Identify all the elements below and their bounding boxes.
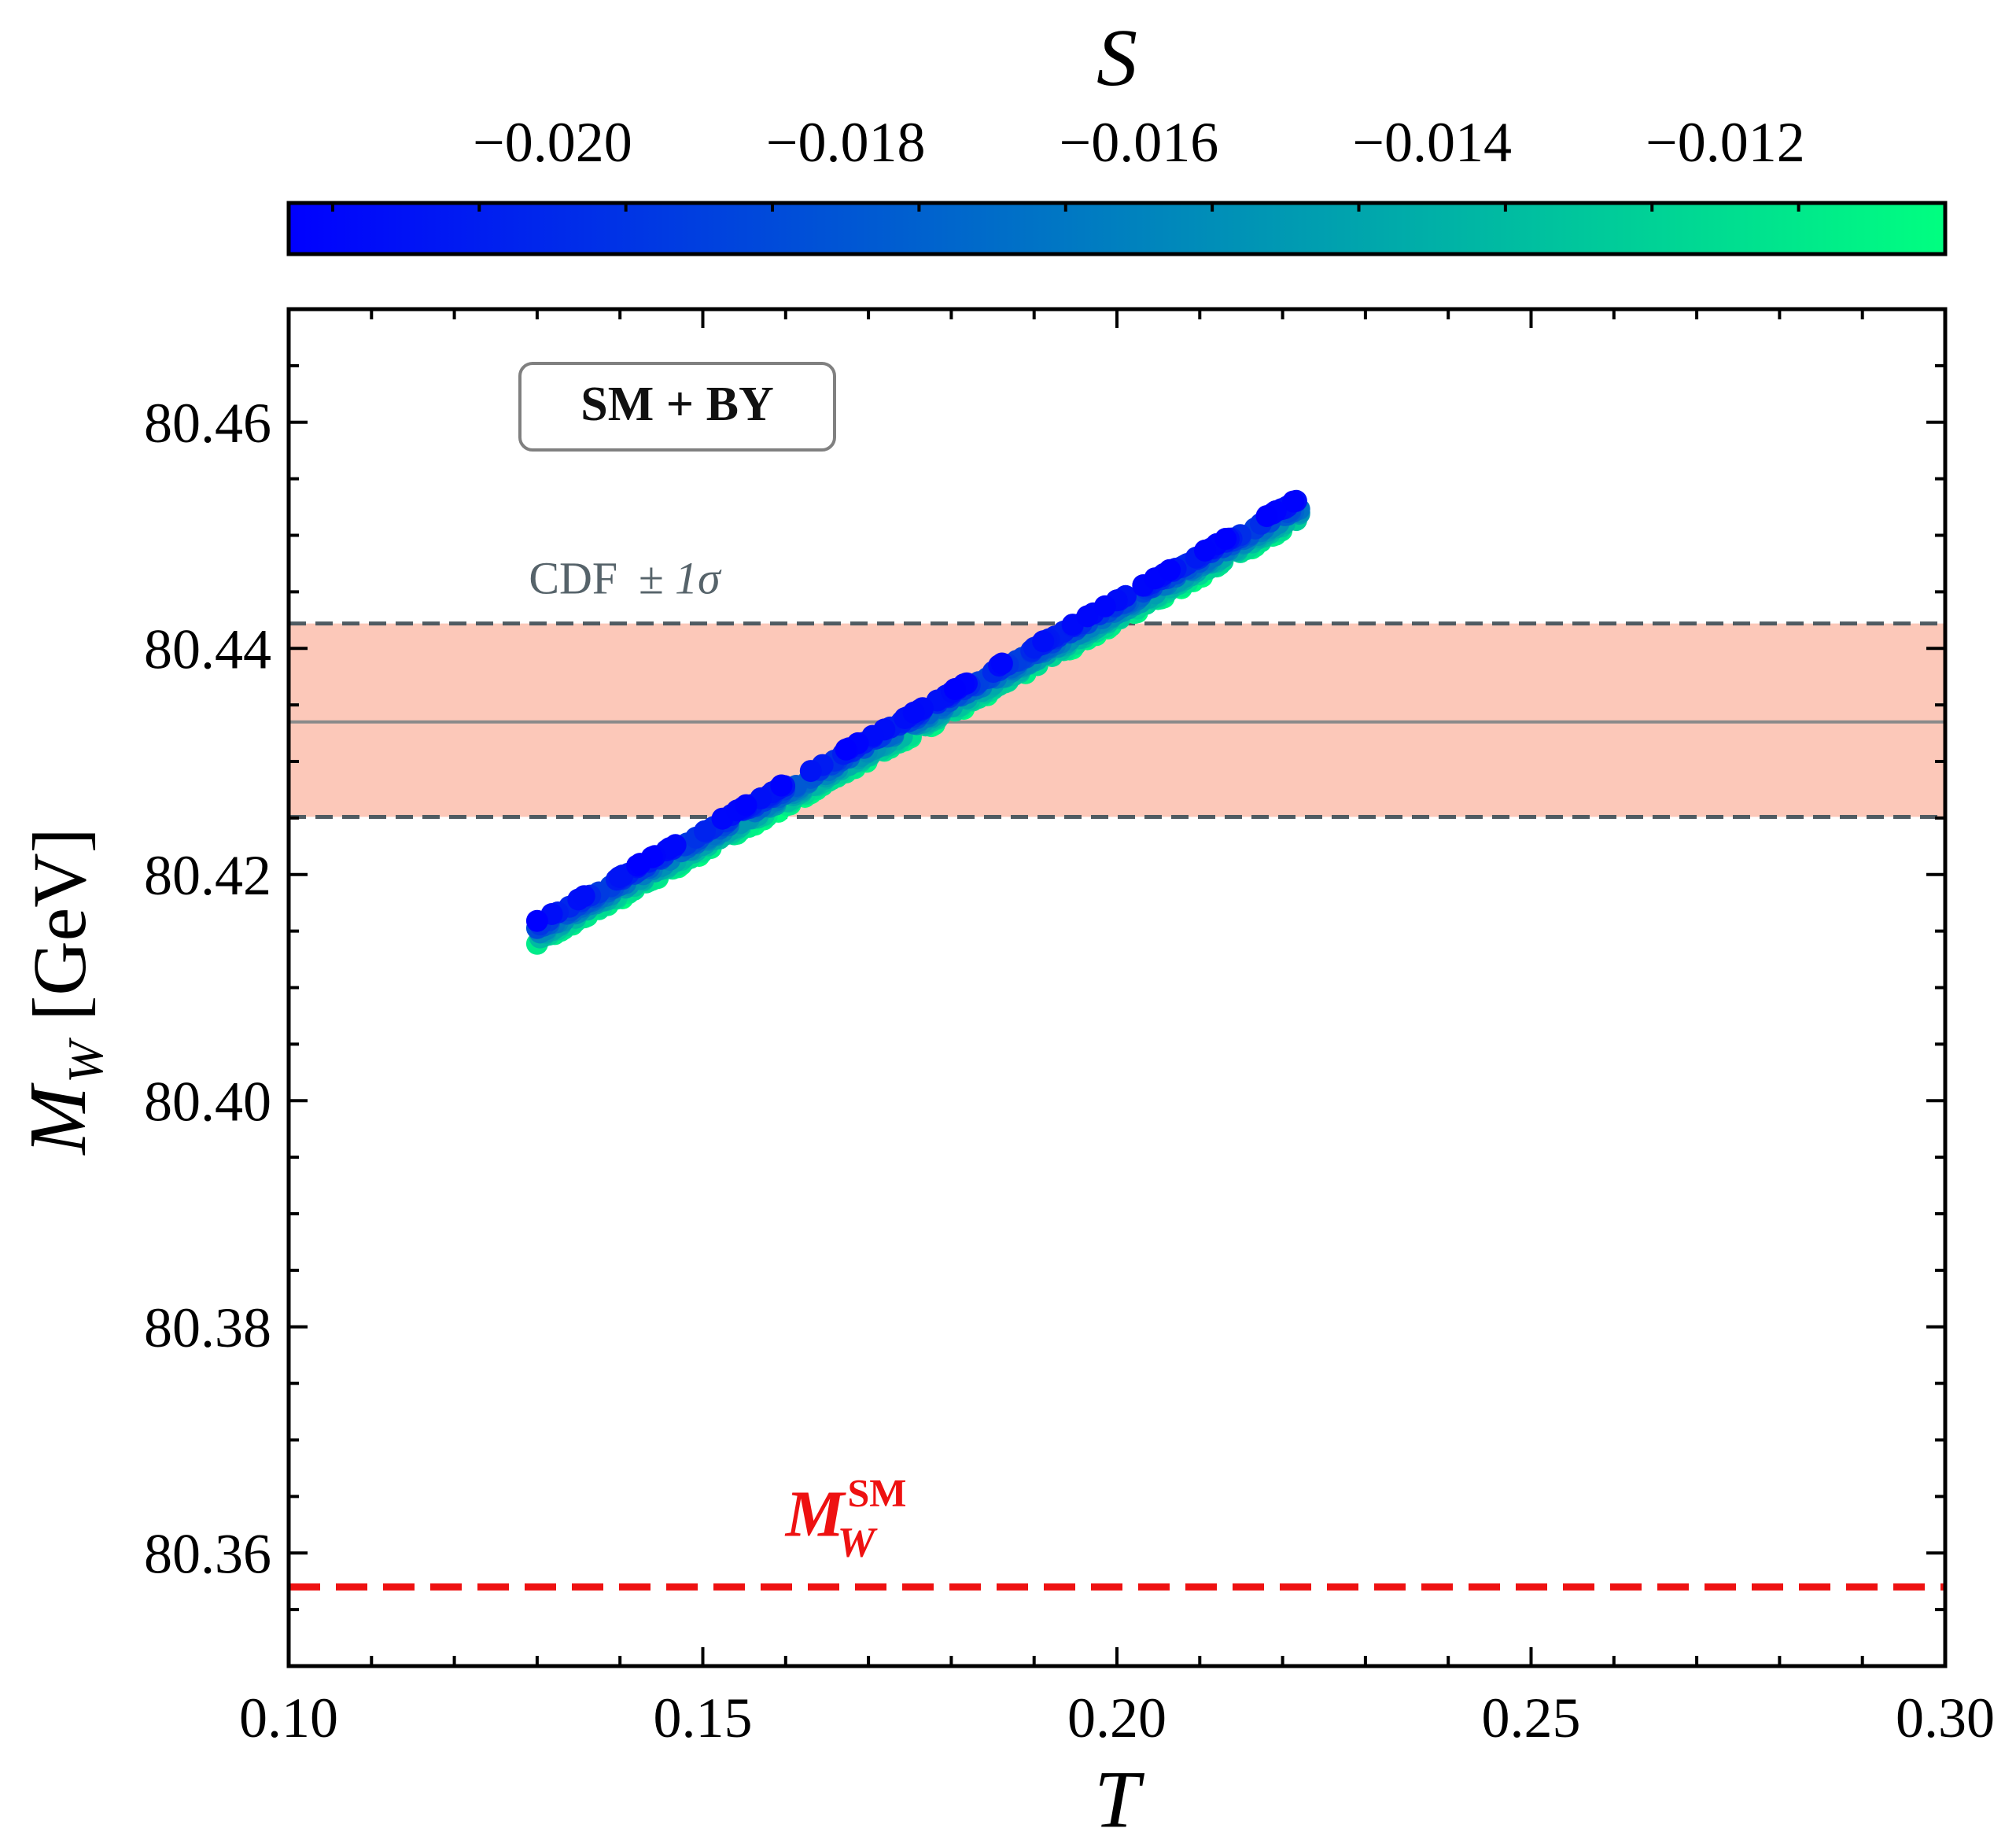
scatter-point	[573, 885, 595, 908]
scatter-point	[525, 909, 548, 932]
model-label-text: SM + BY	[580, 378, 773, 431]
x-axis-ticks	[287, 309, 1947, 1666]
scatter-point	[694, 820, 717, 842]
colorbar-tick-label: −0.014	[1352, 111, 1512, 174]
x-tick-label: 0.10	[239, 1687, 338, 1749]
scatter-point	[1255, 505, 1278, 528]
sm-mw-label: M SM W	[784, 1470, 910, 1565]
y-axis-tick-labels: 80.36 80.38 80.40 80.42 80.44 80.46	[144, 392, 271, 1586]
scatter-point	[1214, 528, 1237, 550]
y-tick-label: 80.38	[144, 1296, 271, 1359]
x-tick-label: 0.15	[654, 1687, 753, 1749]
scatter-point	[1076, 605, 1099, 628]
scatter-point	[1032, 630, 1055, 653]
colorbar-tick-labels: −0.020 −0.018 −0.016 −0.014 −0.012	[473, 111, 1805, 174]
plot-frame	[286, 307, 1948, 1668]
scatter-point	[1282, 490, 1305, 513]
x-axis-tick-labels: 0.10 0.15 0.20 0.25 0.30	[239, 1687, 1995, 1749]
y-tick-label: 80.44	[144, 618, 271, 680]
colorbar-label: S	[1096, 13, 1137, 103]
scatter-point	[1159, 559, 1181, 581]
y-axis-title-symbol: M	[13, 1082, 103, 1156]
scatter-point	[628, 853, 651, 876]
colorbar-tick-label: −0.020	[473, 111, 632, 174]
y-axis-title: M W [GeV]	[13, 828, 113, 1156]
colorbar-ticks	[330, 203, 1947, 212]
sm-mw-label-subscript: W	[838, 1518, 879, 1565]
y-axis-title-subscript: W	[57, 1037, 113, 1083]
cdf-band-label: CDF ± 1σ	[529, 553, 722, 604]
colorbar: S −0.020 −0.018 −0.016 −0.014 −0.012	[286, 13, 1948, 256]
scatter-point	[608, 866, 631, 888]
colorbar-tick-label: −0.016	[1060, 111, 1219, 174]
scatter-point	[1093, 595, 1116, 618]
cdf-band-label-sigma: ± 1σ	[639, 553, 722, 604]
x-axis-title: T	[1094, 1754, 1144, 1845]
scatter-point	[735, 794, 757, 817]
y-tick-label: 80.40	[144, 1070, 271, 1133]
scatter-point	[799, 760, 822, 783]
sm-mw-label-symbol: M	[784, 1477, 847, 1550]
y-axis-title-unit: [GeV]	[17, 828, 101, 1020]
x-tick-label: 0.20	[1067, 1687, 1166, 1749]
scatter-series	[525, 489, 1310, 955]
x-tick-label: 0.25	[1482, 1687, 1581, 1749]
scatter-point	[944, 678, 966, 700]
scatter-point	[990, 652, 1013, 675]
scatter-point	[1194, 539, 1216, 562]
cdf-band-label-text: CDF	[529, 553, 617, 604]
y-tick-label: 80.46	[144, 392, 271, 455]
svg-text:M W [GeV]: M W [GeV]	[13, 828, 113, 1156]
y-tick-label: 80.42	[144, 844, 271, 907]
colorbar-tick-label: −0.018	[766, 111, 926, 174]
model-label-box: SM + BY	[518, 362, 836, 452]
colorbar-gradient	[286, 201, 1948, 256]
y-tick-label: 80.36	[144, 1522, 271, 1585]
y-axis-ticks	[289, 308, 1945, 1668]
sm-mw-label-superscript: SM	[848, 1470, 907, 1514]
colorbar-tick-label: −0.012	[1646, 111, 1805, 174]
model-label-frame	[518, 362, 836, 452]
scatter-point	[770, 774, 793, 797]
x-tick-label: 0.30	[1896, 1687, 1995, 1749]
plot-area: CDF ± 1σ M SM W SM + BY 0.10 0.15 0.20 0.25…	[144, 307, 1995, 1749]
scatter-point	[835, 738, 857, 761]
cdf-band	[289, 623, 1945, 817]
scatter-point	[902, 701, 925, 724]
